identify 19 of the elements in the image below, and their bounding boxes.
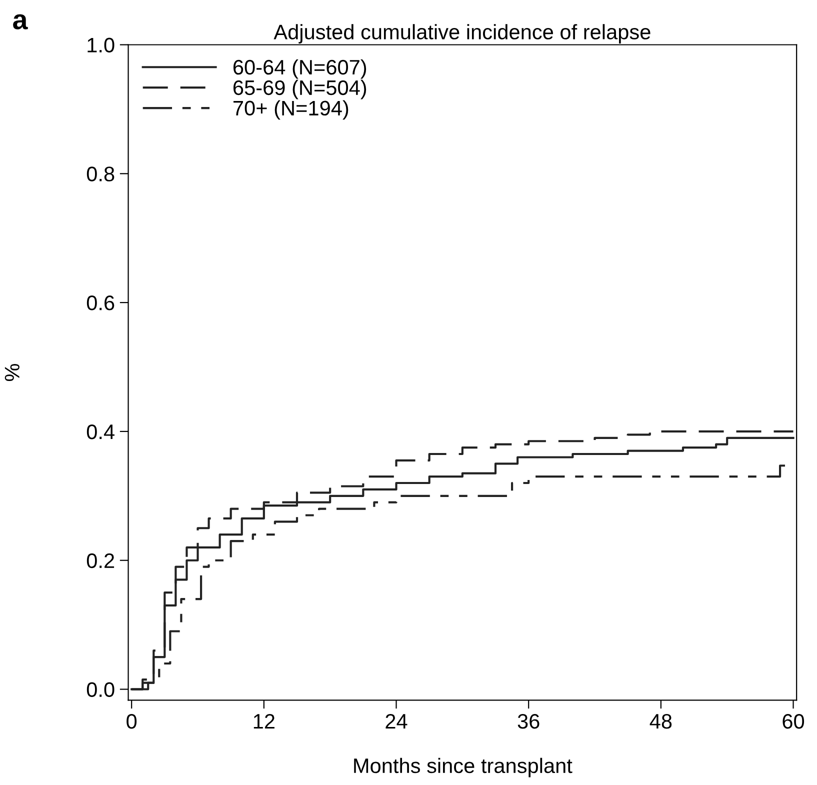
text: a: [13, 14, 28, 30]
y-axis-title: %: [4, 364, 20, 382]
y-tick-label: 0.2: [86, 553, 114, 568]
y-tick-label: 0.4: [86, 424, 114, 440]
chart-title: Adjusted cumulative incidence of relapse: [274, 24, 650, 44]
x-tick-label: 48: [650, 714, 672, 729]
y-tick-label: 0.0: [86, 682, 114, 698]
x-tick-label: 0: [126, 714, 137, 729]
x-axis-title: Months since transplant: [354, 758, 572, 778]
x-tick-label: 60: [782, 714, 804, 729]
y-tick-label: 1.0: [88, 38, 114, 52]
x-tick-label: 24: [386, 714, 408, 729]
legend-label: 65-69 (N=504): [233, 80, 366, 100]
y-tick-label: 0.8: [86, 166, 114, 182]
x-tick-label: 12: [254, 714, 274, 729]
y-tick-label: 0.6: [86, 296, 114, 310]
x-tick-label: 36: [518, 714, 540, 729]
legend-label: 70+ (N=194): [234, 100, 348, 120]
legend-label: 60-64 (N=607): [233, 59, 366, 79]
